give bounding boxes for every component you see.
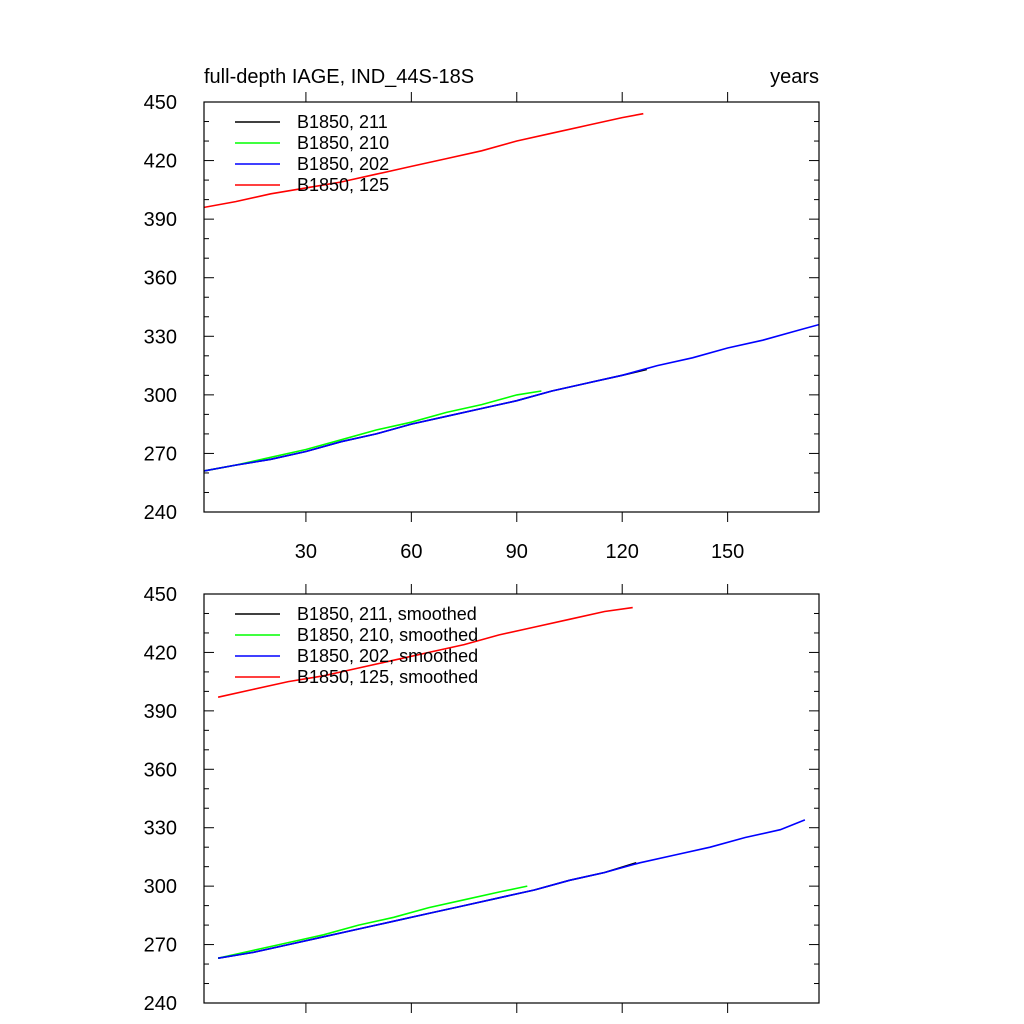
series-line-3: [204, 323, 819, 472]
top-panel: full-depth IAGE, IND_44S-18S years 240 27…: [144, 66, 820, 563]
y-tick-label: 240: [144, 993, 177, 1015]
y-tick-label: 420: [144, 151, 177, 173]
legend-label: B1850, 211, smoothed: [297, 604, 477, 624]
series-line-2: [217, 885, 528, 959]
x-tick-label: 30: [295, 541, 317, 563]
legend-label: B1850, 202, smoothed: [297, 646, 478, 666]
top-panel-marks: 240 270 300 330 360 390 420 450 30 60 90 120 150 B185…: [144, 92, 820, 563]
y-tick-label: 270: [144, 443, 177, 465]
x-tick-label: 120: [606, 541, 639, 563]
y-tick-label: 270: [144, 935, 177, 957]
legend-label: B1850, 125, smoothed: [297, 667, 478, 687]
legend-label: B1850, 125: [297, 175, 389, 195]
y-tick-label: 330: [144, 818, 177, 840]
series-line-4: [217, 606, 633, 698]
series-line-4: [204, 112, 644, 209]
y-tick-label: 360: [144, 268, 177, 290]
series-line-3: [217, 819, 806, 959]
legend-label: B1850, 210, smoothed: [297, 625, 478, 645]
y-tick-label: 330: [144, 326, 177, 348]
y-tick-label: 390: [144, 209, 177, 231]
y-tick-label: 240: [144, 502, 177, 524]
series-line-2: [204, 390, 542, 472]
legend-label: B1850, 211: [297, 112, 388, 132]
plot-frame: [203, 101, 820, 513]
y-tick-label: 390: [144, 701, 177, 723]
y-tick-label: 360: [144, 759, 177, 781]
y-tick-label: 450: [144, 584, 177, 606]
y-tick-label: 300: [144, 876, 177, 898]
top-panel-title: full-depth IAGE, IND_44S-18S: [204, 66, 474, 88]
bottom-panel-marks: 240 270 300 330 360 390 420 450 B1850, 211, smoo…: [144, 584, 820, 1015]
series-lines: [217, 606, 806, 959]
x-tick-label: 150: [711, 541, 744, 563]
y-tick-label: 450: [144, 92, 177, 114]
series-lines: [204, 112, 819, 472]
top-panel-units: years: [770, 66, 819, 88]
x-tick-label: 90: [506, 541, 528, 563]
y-tick-label: 420: [144, 642, 177, 664]
x-tick-label: 60: [400, 541, 422, 563]
legend-label: B1850, 210: [297, 133, 389, 153]
legend-label: B1850, 202: [297, 154, 389, 174]
y-tick-label: 300: [144, 385, 177, 407]
bottom-panel: 240 270 300 330 360 390 420 450 B1850, 211, smoo…: [144, 584, 820, 1015]
plot-frame: [203, 593, 820, 1004]
